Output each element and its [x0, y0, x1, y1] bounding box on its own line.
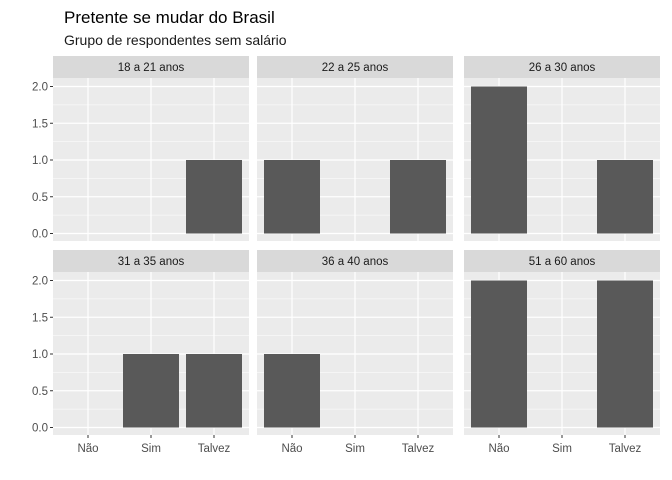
facet-label: 51 a 60 anos: [529, 256, 596, 268]
y-tick-label: 1.0: [32, 155, 48, 167]
bar: [597, 160, 653, 234]
x-tick-label: Talvez: [198, 443, 231, 455]
facet-panel: 36 a 40 anos Não Sim Talvez: [257, 250, 453, 455]
bar: [471, 280, 527, 428]
facet-strip: [464, 250, 660, 272]
y-tick-label: 0.5: [32, 192, 48, 204]
x-tick-label: Talvez: [609, 443, 642, 455]
y-tick-label: 0.0: [32, 229, 48, 241]
y-tick-label: 0.5: [32, 386, 48, 398]
facet-label: 18 a 21 anos: [118, 62, 185, 74]
facet-label: 26 a 30 anos: [529, 62, 596, 74]
x-tick-label: Não: [77, 443, 98, 455]
facet-strip: [257, 250, 453, 272]
y-tick-label: 2.0: [32, 276, 48, 288]
facet-strip: [53, 56, 249, 78]
bar: [123, 354, 179, 428]
facet-panels: 18 a 21 anos 0.0 0.5 1.0 1.5 2.0 22 a 25 anos 2…: [32, 56, 660, 455]
x-tick-label: Talvez: [402, 443, 435, 455]
facet-strip: [53, 250, 249, 272]
facet-panel: 26 a 30 anos: [464, 56, 660, 241]
facet-panel: 18 a 21 anos 0.0 0.5 1.0 1.5 2.0: [32, 56, 249, 241]
facet-label: 36 a 40 anos: [322, 256, 389, 268]
facet-strip: [257, 56, 453, 78]
chart-subtitle: Grupo de respondentes sem salário: [64, 32, 287, 48]
x-tick-label: Sim: [345, 443, 365, 455]
facet-strip: [464, 56, 660, 78]
bar: [471, 86, 527, 234]
bar: [597, 280, 653, 428]
y-tick-label: 1.5: [32, 312, 48, 324]
bar: [186, 354, 242, 428]
facet-panel: 22 a 25 anos: [257, 56, 453, 241]
facet-label: 22 a 25 anos: [322, 62, 389, 74]
chart-title: Pretente se mudar do Brasil: [64, 8, 275, 27]
bar: [264, 354, 320, 428]
y-tick-label: 1.0: [32, 349, 48, 361]
x-tick-label: Sim: [141, 443, 161, 455]
x-tick-label: Não: [488, 443, 509, 455]
facet-panel: 31 a 35 anos 0.0 0.5 1.0 1.5 2.0 Não Sim Talvez: [32, 250, 249, 455]
x-tick-label: Não: [281, 443, 302, 455]
y-tick-label: 0.0: [32, 423, 48, 435]
y-tick-label: 1.5: [32, 118, 48, 130]
y-tick-label: 2.0: [32, 82, 48, 94]
bar: [264, 160, 320, 234]
bar: [390, 160, 446, 234]
bar: [186, 160, 242, 234]
facet-label: 31 a 35 anos: [118, 256, 185, 268]
facet-panel: 51 a 60 anos Não Sim Talvez: [464, 250, 660, 455]
x-tick-label: Sim: [552, 443, 572, 455]
